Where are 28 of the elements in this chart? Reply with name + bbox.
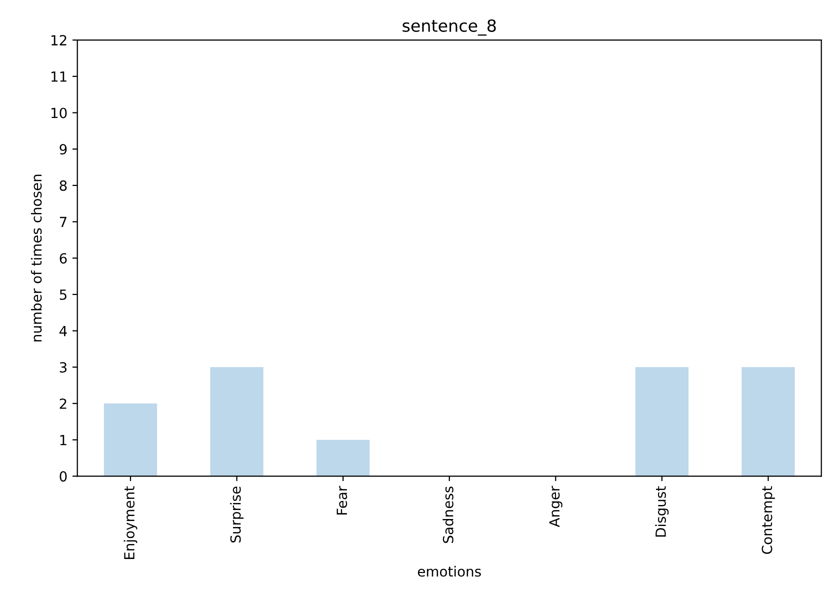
y-tick-label: 12 bbox=[51, 35, 66, 46]
y-tick-label: 5 bbox=[60, 290, 66, 300]
y-tick-label: 10 bbox=[51, 108, 67, 118]
x-axis-title: emotions bbox=[418, 566, 481, 577]
y-tick-label: 4 bbox=[59, 326, 67, 336]
y-tick-label: 9 bbox=[60, 144, 67, 155]
bar bbox=[742, 367, 795, 476]
y-axis-title: number of times chosen bbox=[30, 174, 42, 342]
bar bbox=[210, 367, 264, 476]
x-tick-label: Surprise bbox=[230, 486, 244, 542]
y-tick-label: 3 bbox=[60, 362, 67, 373]
y-tick-label: 7 bbox=[60, 216, 66, 228]
x-tick-label: Enjoyment bbox=[124, 486, 138, 560]
x-tick-label: Sadness bbox=[442, 486, 454, 543]
x-tick-label: Disgust bbox=[655, 486, 669, 537]
y-tick-label: 11 bbox=[51, 72, 66, 82]
bar bbox=[316, 440, 370, 476]
y-tick-label: 8 bbox=[60, 180, 67, 191]
x-tick-label: Contempt bbox=[762, 486, 775, 554]
y-tick-label: 0 bbox=[60, 471, 67, 482]
y-tick-label: 6 bbox=[60, 253, 67, 264]
y-tick-label: 1 bbox=[60, 434, 66, 446]
y-tick-label: 2 bbox=[60, 398, 66, 409]
bar bbox=[635, 367, 688, 476]
bar bbox=[104, 403, 158, 476]
x-tick-label: Anger bbox=[549, 486, 562, 528]
chart-title: sentence_8 bbox=[402, 19, 496, 36]
x-tick-label: Fear bbox=[336, 486, 348, 515]
